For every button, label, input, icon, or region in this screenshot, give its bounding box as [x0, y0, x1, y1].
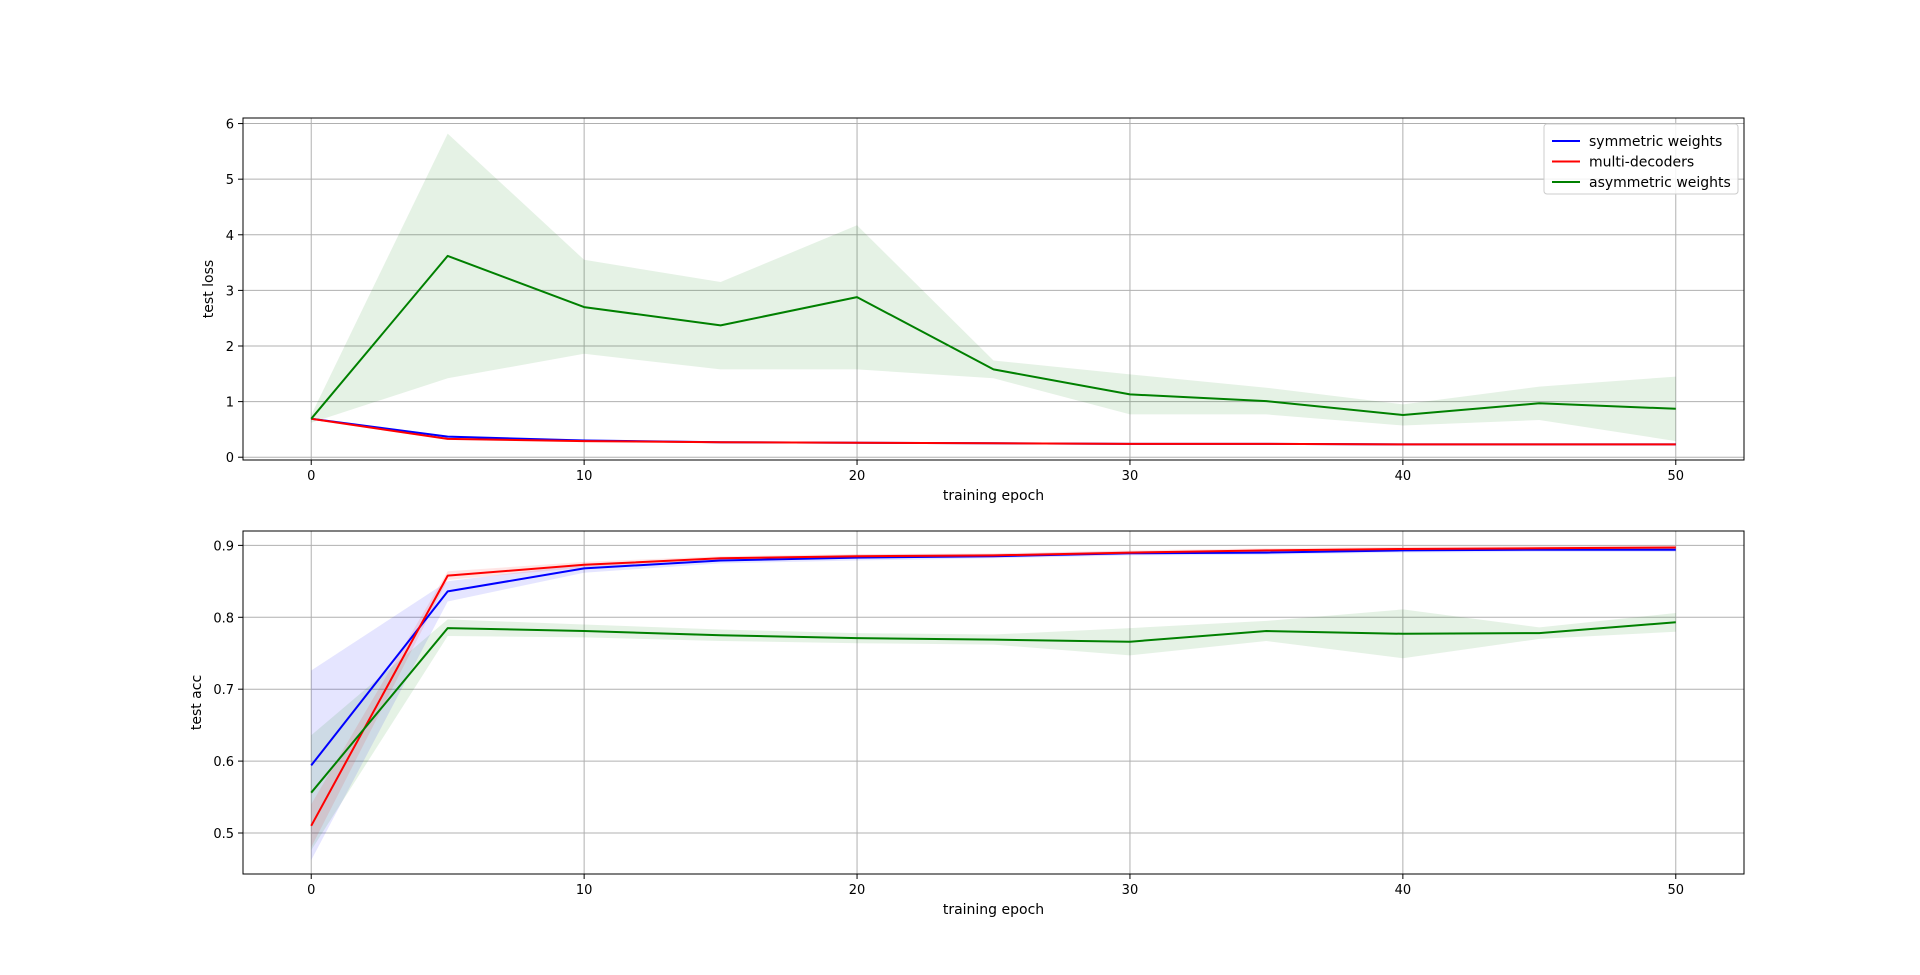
x-tick-label: 0	[307, 883, 315, 898]
y-tick-label: 0.6	[213, 755, 234, 770]
x-tick-label: 0	[307, 469, 315, 484]
series-band-1	[311, 545, 1676, 848]
x-tick-label: 30	[1122, 469, 1139, 484]
x-tick-label: 40	[1395, 883, 1412, 898]
y-tick-label: 6	[226, 118, 234, 133]
series-line-1	[310, 546, 1676, 827]
plot-frame	[242, 530, 1745, 875]
x-tick-label: 50	[1667, 469, 1684, 484]
legend-box	[1543, 123, 1739, 195]
plot-frame	[242, 117, 1745, 461]
series-band-2	[311, 133, 1676, 442]
x-tick-label: 30	[1122, 883, 1139, 898]
x-tick-label: 20	[849, 883, 866, 898]
series-line-1	[311, 417, 1676, 446]
x-tick-label: 40	[1395, 469, 1412, 484]
x-tick-label: 10	[576, 469, 593, 484]
y-tick-label: 0.9	[213, 539, 234, 554]
legend-entry: symmetric weights	[1589, 134, 1722, 150]
y-tick-label: 0	[226, 451, 234, 466]
series-band-2	[311, 609, 1676, 851]
x-axis-label: training epoch	[943, 902, 1044, 918]
x-axis-label: training epoch	[943, 488, 1044, 504]
x-tick-label: 20	[849, 469, 866, 484]
y-axis-label: test acc	[189, 675, 205, 730]
series-line-2	[310, 621, 1676, 794]
series-band-0	[311, 547, 1676, 861]
y-tick-label: 0.5	[213, 827, 234, 842]
loss-chart: 0 10 20 30 40 50 0 1 2 3 4 5 6 training epoch test los…	[201, 117, 1745, 504]
y-tick-label: 4	[226, 229, 234, 244]
legend-entry: multi-decoders	[1589, 155, 1694, 171]
legend-entry: asymmetric weights	[1589, 175, 1731, 191]
y-tick-label: 0.7	[213, 683, 234, 698]
y-tick-label: 5	[226, 173, 234, 188]
y-tick-label: 0.8	[213, 611, 234, 626]
legend: symmetric weights multi-decoders asymmetri…	[1543, 123, 1739, 195]
x-tick-label: 10	[576, 883, 593, 898]
series-line-2	[310, 254, 1676, 420]
accuracy-chart: 0 10 20 30 40 50 0.5 0.6 0.7 0.8 0.9 training epoch…	[189, 530, 1745, 918]
y-axis-label: test loss	[201, 260, 217, 318]
x-tick-label: 50	[1667, 883, 1684, 898]
y-tick-label: 1	[226, 396, 234, 411]
y-tick-label: 2	[226, 340, 234, 355]
y-tick-label: 3	[226, 284, 234, 299]
